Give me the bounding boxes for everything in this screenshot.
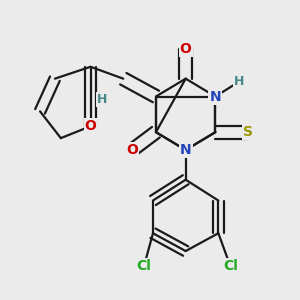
Text: Cl: Cl: [136, 259, 152, 273]
Text: Cl: Cl: [223, 259, 238, 273]
Text: N: N: [210, 89, 221, 103]
Text: H: H: [234, 75, 244, 88]
Text: O: O: [126, 143, 138, 157]
Text: S: S: [243, 125, 253, 139]
Text: O: O: [85, 119, 97, 133]
Text: O: O: [180, 42, 192, 56]
Text: N: N: [180, 143, 191, 157]
Text: H: H: [97, 93, 108, 106]
